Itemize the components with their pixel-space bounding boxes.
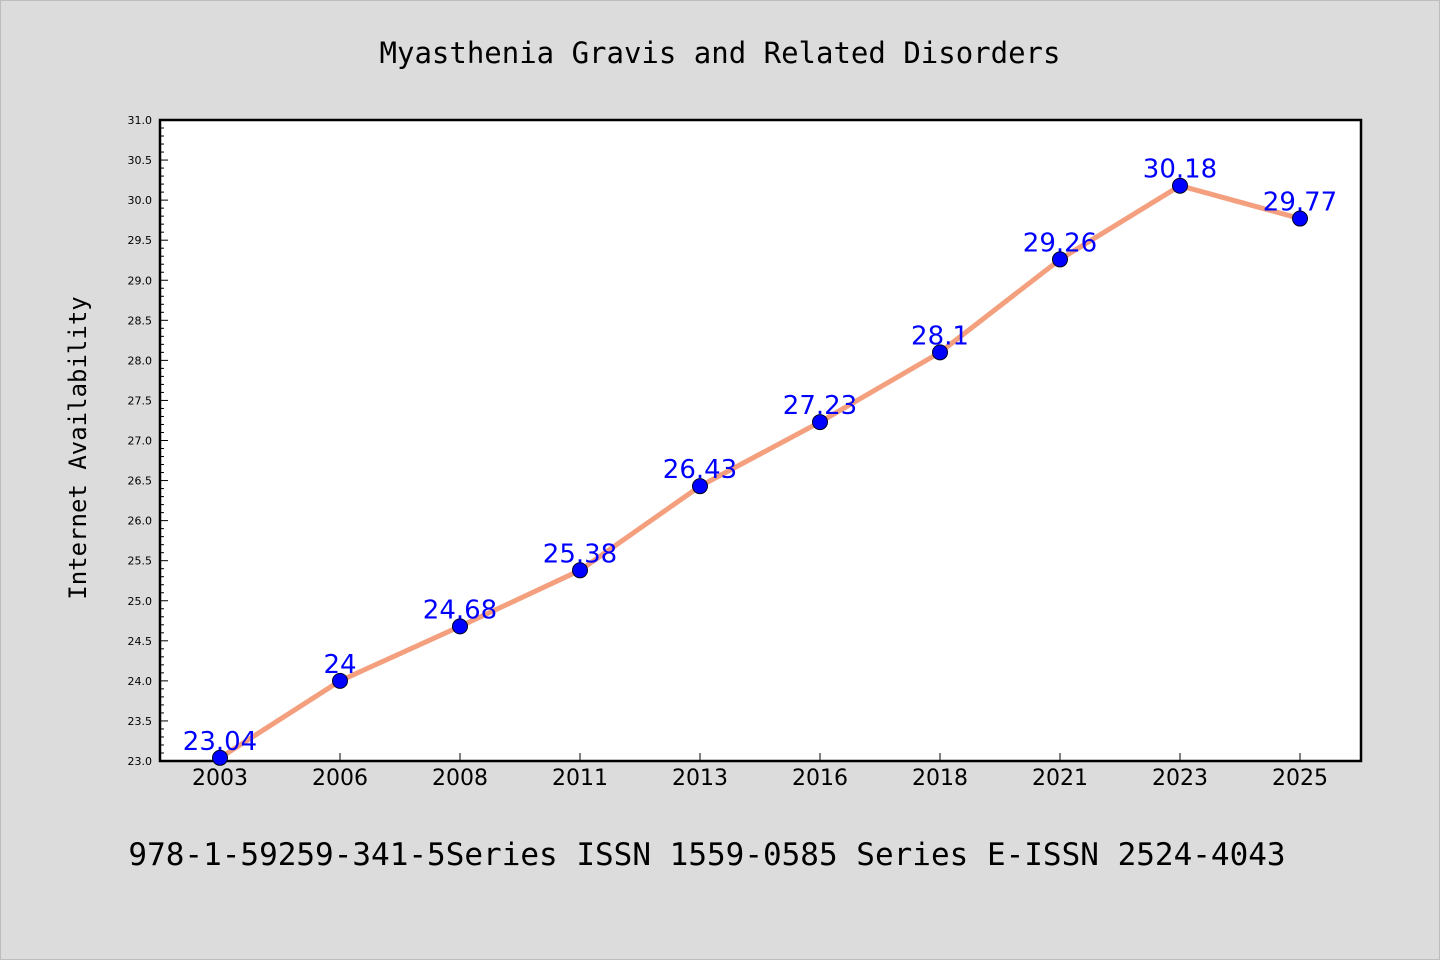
data-point (1292, 210, 1308, 227)
data-labels: 23.04 24 24.68 25.38 26.43 27.23 28.1 29.26 30.1… (183, 155, 1337, 757)
x-tick-label: 2021 (1032, 766, 1088, 791)
x-tick-label: 2016 (792, 766, 848, 791)
data-point (932, 344, 948, 361)
data-point (812, 414, 828, 431)
y-tick-label: 30.0 (128, 194, 153, 207)
data-point (452, 618, 468, 635)
plot-area (158, 118, 1363, 763)
x-axis: 2003 2006 2008 2011 2013 2016 2018 2021 2023 2025 (192, 753, 1328, 791)
x-tick-label: 2025 (1272, 766, 1328, 791)
x-tick-label: 2018 (912, 766, 968, 791)
y-tick-label: 28.0 (128, 354, 153, 367)
data-label: 29.77 (1263, 188, 1337, 218)
y-tick-label: 30.5 (128, 154, 153, 167)
data-point (1172, 177, 1188, 194)
chart-title: Myasthenia Gravis and Related Disorders (380, 36, 1061, 70)
data-markers (212, 177, 1308, 766)
y-tick-label: 23.0 (128, 755, 153, 768)
y-tick-label: 24.0 (128, 675, 153, 688)
x-tick-label: 2003 (192, 766, 248, 791)
y-axis: 23.0 23.5 24.0 24.5 25.0 25.5 26.0 26.5 27.0 27.5… (128, 114, 168, 768)
y-tick-label: 23.5 (128, 715, 153, 728)
y-tick-label: 27.0 (128, 435, 153, 448)
data-label: 26.43 (663, 455, 737, 485)
data-label: 24.68 (423, 595, 497, 625)
y-tick-label: 29.0 (128, 274, 153, 287)
data-label: 28.1 (911, 321, 969, 351)
x-tick-label: 2006 (312, 766, 368, 791)
y-tick-label: 26.5 (128, 475, 153, 488)
data-label: 27.23 (783, 391, 857, 421)
x-tick-label: 2008 (432, 766, 488, 791)
y-tick-label: 24.5 (128, 635, 153, 648)
y-tick-label: 31.0 (128, 114, 153, 127)
data-label: 29.26 (1023, 228, 1097, 258)
x-tick-label: 2023 (1152, 766, 1208, 791)
data-label: 24 (323, 650, 356, 680)
y-tick-label: 25.5 (128, 555, 153, 568)
y-tick-label: 28.5 (128, 314, 153, 327)
data-label: 23.04 (183, 727, 257, 757)
x-tick-label: 2011 (552, 766, 608, 791)
y-tick-label: 27.5 (128, 394, 153, 407)
footer-isbn-text: 978-1-59259-341-5Series ISSN 1559-0585 S… (128, 837, 1285, 873)
data-label: 30.18 (1143, 155, 1217, 185)
data-point (692, 478, 708, 495)
x-tick-label: 2013 (672, 766, 728, 791)
series-line (217, 183, 1303, 761)
y-tick-label: 26.0 (128, 515, 153, 528)
data-point (1052, 251, 1068, 268)
data-point (212, 749, 228, 766)
y-tick-label: 29.5 (128, 234, 153, 247)
y-tick-label: 25.0 (128, 595, 153, 608)
data-point (572, 562, 588, 579)
data-point (332, 672, 348, 689)
data-label: 25.38 (543, 539, 617, 569)
y-axis-label: Internet Availability (64, 296, 92, 599)
